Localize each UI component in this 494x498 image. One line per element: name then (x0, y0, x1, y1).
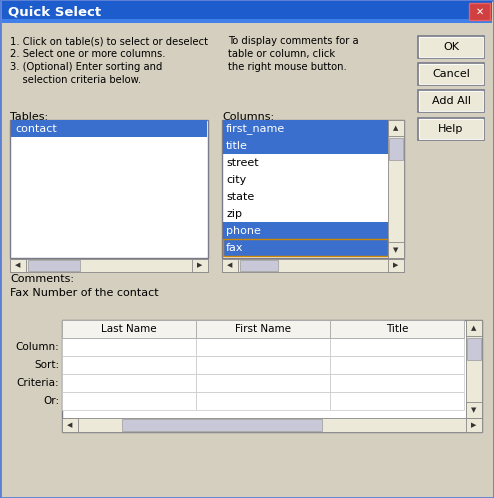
Bar (62, 374, 196, 392)
Bar (240, 260, 278, 271)
Bar (388, 242, 404, 258)
Bar (466, 418, 482, 432)
Bar (466, 320, 482, 336)
Bar (330, 356, 464, 374)
Bar (419, 91, 483, 111)
Text: ✕: ✕ (475, 6, 484, 16)
Bar (388, 120, 404, 258)
Text: ▲: ▲ (393, 125, 399, 131)
Text: zip: zip (226, 209, 242, 219)
Text: Or:: Or: (43, 396, 59, 406)
Text: 2. Select one or more columns.: 2. Select one or more columns. (10, 49, 165, 59)
Bar (10, 259, 26, 272)
Bar (28, 260, 80, 271)
Bar (222, 259, 238, 272)
Text: first_name: first_name (226, 123, 285, 134)
Bar (196, 356, 330, 374)
Bar (62, 338, 196, 356)
Bar (196, 320, 330, 338)
Bar (419, 64, 483, 84)
Bar (418, 90, 484, 112)
Text: Add All: Add All (431, 96, 470, 106)
Bar (62, 320, 482, 432)
Bar (223, 222, 388, 239)
Bar (388, 259, 404, 272)
Text: Criteria:: Criteria: (16, 378, 59, 388)
Text: First Name: First Name (235, 324, 291, 334)
Bar (469, 3, 490, 20)
Bar (222, 259, 404, 272)
Text: Tables:: Tables: (10, 112, 48, 122)
Text: 1. Click on table(s) to select or deselect: 1. Click on table(s) to select or desele… (10, 36, 208, 46)
Text: ▶: ▶ (197, 262, 203, 268)
Text: Columns:: Columns: (222, 112, 274, 122)
Text: Comments:: Comments: (10, 274, 74, 284)
Text: ▲: ▲ (471, 325, 477, 331)
Text: Title: Title (386, 324, 408, 334)
Bar (418, 118, 484, 140)
Bar (223, 239, 388, 256)
Text: ▼: ▼ (471, 407, 477, 413)
Text: Quick Select: Quick Select (8, 5, 101, 18)
Bar (389, 138, 403, 160)
Bar (62, 320, 196, 338)
Text: table or column, click: table or column, click (228, 49, 335, 59)
Bar (196, 338, 330, 356)
Bar (466, 402, 482, 418)
Bar (62, 418, 482, 432)
Bar (330, 320, 464, 338)
Bar (11, 120, 207, 137)
Text: Fax Number of the contact: Fax Number of the contact (10, 288, 159, 298)
Bar (62, 418, 78, 432)
Text: Sort:: Sort: (34, 360, 59, 370)
Text: 3. (Optional) Enter sorting and: 3. (Optional) Enter sorting and (10, 62, 163, 72)
Text: contact: contact (15, 124, 57, 133)
Text: ◀: ◀ (15, 262, 21, 268)
Bar (388, 120, 404, 136)
Bar (466, 320, 482, 418)
Text: state: state (226, 192, 254, 202)
Bar (223, 137, 388, 154)
Text: Column:: Column: (15, 342, 59, 352)
Text: city: city (226, 174, 246, 184)
Bar (330, 392, 464, 410)
Bar (2, 1, 492, 23)
Bar (418, 36, 484, 58)
Text: ◀: ◀ (67, 422, 73, 428)
Bar (330, 374, 464, 392)
Text: ▶: ▶ (471, 422, 477, 428)
Bar (192, 259, 208, 272)
Text: phone: phone (226, 226, 261, 236)
Bar (419, 37, 483, 57)
Bar (223, 120, 388, 137)
Text: selection criteria below.: selection criteria below. (10, 75, 141, 85)
Bar (330, 338, 464, 356)
Text: Last Name: Last Name (101, 324, 157, 334)
Bar (418, 63, 484, 85)
Bar (467, 338, 481, 360)
Bar (122, 419, 322, 431)
Text: street: street (226, 157, 259, 167)
Text: Help: Help (438, 124, 464, 134)
Text: Cancel: Cancel (432, 69, 470, 79)
Bar (419, 119, 483, 139)
Text: title: title (226, 140, 248, 150)
Text: To display comments for a: To display comments for a (228, 36, 359, 46)
Text: OK: OK (443, 42, 459, 52)
Text: ▶: ▶ (393, 262, 399, 268)
Bar (196, 374, 330, 392)
Bar (10, 120, 208, 258)
Bar (62, 356, 196, 374)
Text: the right mouse button.: the right mouse button. (228, 62, 347, 72)
Bar (62, 392, 196, 410)
Bar (196, 392, 330, 410)
Text: fax: fax (226, 243, 244, 252)
Bar (222, 120, 404, 258)
Bar (2, 19, 492, 23)
Text: ▼: ▼ (393, 247, 399, 253)
Text: ◀: ◀ (227, 262, 233, 268)
Bar (10, 259, 208, 272)
